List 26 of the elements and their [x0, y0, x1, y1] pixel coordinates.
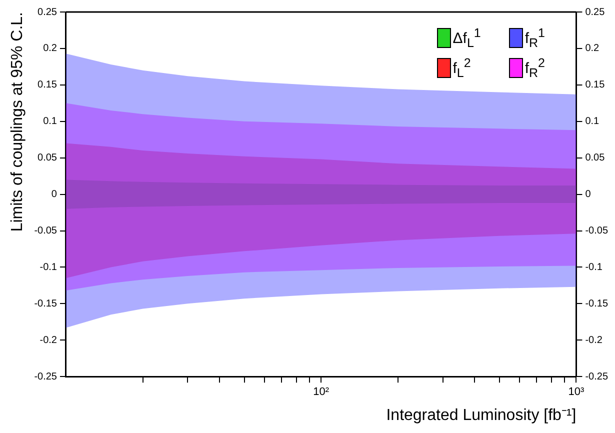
- x-axis-title: Integrated Luminosity [fb⁻¹]: [386, 406, 576, 424]
- y-tick-label: 0.2: [43, 43, 58, 54]
- y-tick-label: -0.2: [40, 334, 58, 346]
- y-tick-label: 0.05: [38, 152, 58, 164]
- y-tick-label: -0.1: [40, 262, 58, 273]
- y2-tick-label: -0.25: [585, 371, 608, 382]
- y-axis-title: Limits of couplings at 95% C.L.: [9, 12, 26, 232]
- y2-tick-label: 0: [585, 189, 592, 200]
- x-tick-label: 10³: [568, 386, 584, 398]
- y2-tick-label: 0.1: [585, 116, 600, 128]
- y-tick-label: 0.1: [43, 116, 58, 128]
- y-tick-label: -0.15: [34, 298, 58, 310]
- y-tick-label: -0.05: [34, 226, 58, 237]
- y2-tick-label: 0.15: [585, 80, 606, 91]
- y-tick-label: -0.25: [34, 371, 58, 382]
- x-tick-label: 10²: [313, 386, 330, 398]
- y-tick-label: 0: [51, 189, 58, 200]
- y2-tick-label: 0.2: [585, 43, 600, 54]
- y2-tick-label: -0.05: [585, 226, 608, 237]
- y-tick-label: 0.15: [38, 80, 58, 91]
- y-tick-label: 0.25: [38, 6, 58, 18]
- y2-tick-label: -0.15: [585, 298, 608, 310]
- y2-tick-label: 0.25: [585, 6, 606, 18]
- y2-tick-label: 0.05: [585, 152, 606, 164]
- y2-tick-label: -0.2: [585, 334, 603, 346]
- y2-tick-label: -0.1: [585, 262, 603, 273]
